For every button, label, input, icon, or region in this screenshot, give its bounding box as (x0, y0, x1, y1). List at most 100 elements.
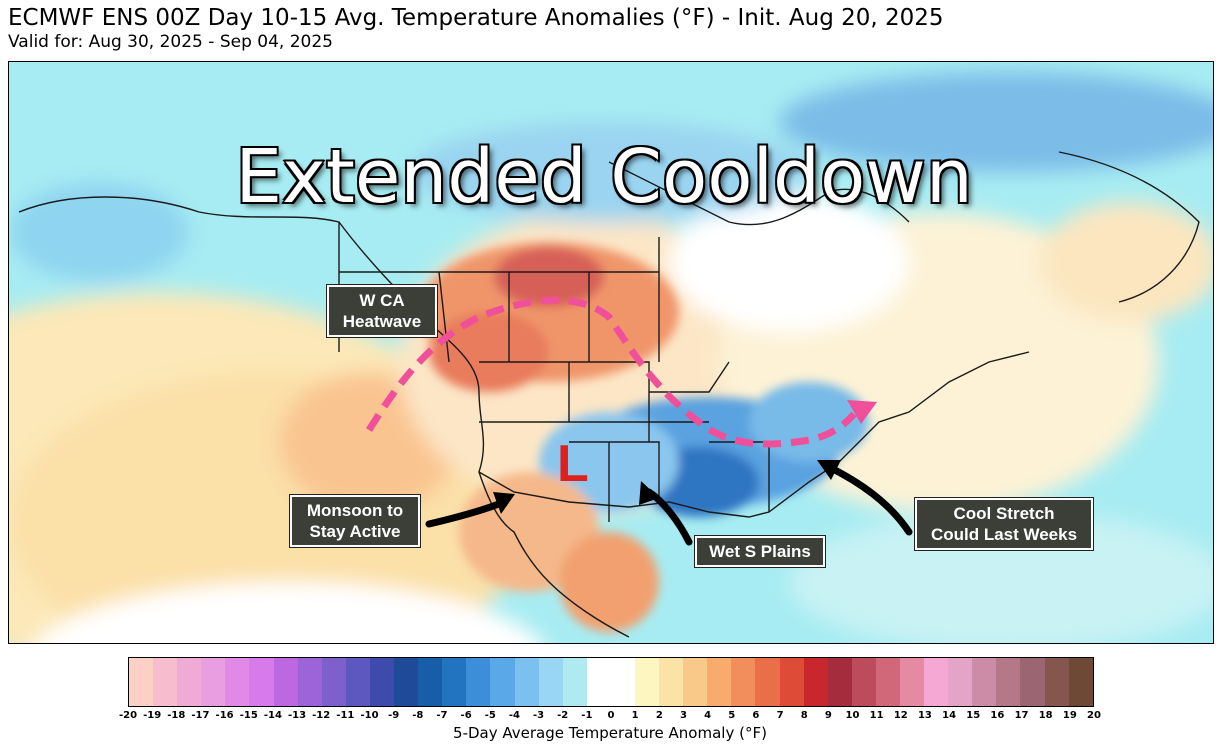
color-swatch (538, 658, 563, 706)
scale-tick-label: 20 (1087, 710, 1101, 721)
scale-tick-label: 13 (917, 710, 932, 721)
color-scale-label: 5-Day Average Temperature Anomaly (°F) (453, 724, 767, 742)
scale-tick-label: 8 (800, 710, 808, 721)
scale-tick-label: 1 (631, 710, 639, 721)
scale-tick-label: 14 (942, 710, 957, 721)
scale-tick-label: -9 (388, 710, 400, 721)
color-swatch (1020, 658, 1045, 706)
scale-tick-label: -17 (191, 710, 210, 721)
color-swatch (779, 658, 804, 706)
color-scale-bar (128, 657, 1094, 707)
color-swatch (418, 658, 443, 706)
scale-tick-label: 7 (776, 710, 784, 721)
scale-tick-label: -13 (288, 710, 307, 721)
color-swatch (249, 658, 274, 706)
color-swatch (177, 658, 202, 706)
scale-tick-label: -5 (484, 710, 496, 721)
color-swatch (153, 658, 178, 706)
chart-title: ECMWF ENS 00Z Day 10-15 Avg. Temperature… (8, 5, 944, 31)
valid-period: Valid for: Aug 30, 2025 - Sep 04, 2025 (8, 32, 333, 52)
callout-monsoon: Monsoon to Stay Active (289, 494, 421, 548)
low-pressure-marker: L (557, 435, 589, 493)
callout-wet-s-plains: Wet S Plains (694, 535, 826, 568)
scale-tick-label: 5 (728, 710, 736, 721)
color-swatch (345, 658, 370, 706)
color-swatch (1044, 658, 1069, 706)
scale-tick-label: 16 (990, 710, 1005, 721)
color-swatch (369, 658, 395, 706)
scale-tick-label: -15 (239, 710, 258, 721)
scale-tick-label: -14 (263, 710, 282, 721)
scale-tick-label: 12 (893, 710, 908, 721)
color-swatch (731, 658, 756, 706)
color-swatch (996, 658, 1021, 706)
scale-tick-label: -8 (412, 710, 424, 721)
color-swatch (321, 658, 346, 706)
color-swatch (129, 658, 154, 706)
trough-arrowhead (847, 400, 877, 424)
color-swatch (924, 658, 949, 706)
scale-tick-label: -4 (508, 710, 520, 721)
color-swatch (948, 658, 973, 706)
callout-w-ca-heatwave: W CA Heatwave (326, 284, 438, 338)
color-swatch (900, 658, 925, 706)
scale-tick-label: 9 (824, 710, 832, 721)
color-swatch (490, 658, 515, 706)
color-swatch (707, 658, 732, 706)
scale-tick-label: -10 (360, 710, 379, 721)
trough-line (366, 296, 857, 448)
color-swatch (586, 658, 611, 706)
scale-tick-label: -2 (557, 710, 569, 721)
color-swatch (610, 658, 635, 706)
scale-tick-label: 4 (704, 710, 712, 721)
scale-tick-label: 18 (1038, 710, 1053, 721)
arrow-head-cool-stretch (817, 460, 841, 480)
scale-tick-label: -18 (167, 710, 186, 721)
color-swatch (442, 658, 467, 706)
color-swatch (634, 658, 660, 706)
color-swatch (1068, 658, 1093, 706)
color-swatch (851, 658, 876, 706)
color-swatch (201, 658, 226, 706)
scale-tick-label: -19 (143, 710, 162, 721)
color-swatch (827, 658, 852, 706)
scale-tick-label: 19 (1062, 710, 1077, 721)
headline-text: Extended Cooldown (234, 133, 974, 222)
scale-tick-label: -6 (460, 710, 472, 721)
color-swatch (562, 658, 587, 706)
color-swatch (803, 658, 828, 706)
color-swatch (683, 658, 708, 706)
scale-tick-label: 2 (655, 710, 663, 721)
color-swatch (394, 658, 419, 706)
scale-tick-label: -16 (215, 710, 234, 721)
anomaly-map: Extended Cooldown L W CA Heatwave Monsoo… (8, 61, 1214, 644)
color-swatch (755, 658, 780, 706)
scale-tick-label: 3 (679, 710, 687, 721)
scale-tick-label: -12 (312, 710, 331, 721)
scale-tick-label: 10 (845, 710, 860, 721)
scale-tick-label: 6 (752, 710, 760, 721)
arrow-head-monsoon (493, 492, 515, 514)
color-swatch (659, 658, 684, 706)
map-graphic (9, 62, 1213, 643)
color-swatch (972, 658, 997, 706)
scale-tick-label: -11 (336, 710, 355, 721)
scale-tick-label: 0 (607, 710, 615, 721)
scale-tick-label: -3 (532, 710, 545, 721)
scale-tick-label: 11 (869, 710, 884, 721)
color-swatch (273, 658, 298, 706)
scale-tick-label: 17 (1014, 710, 1029, 721)
callout-cool-stretch: Cool Stretch Could Last Weeks (914, 497, 1094, 551)
color-swatch (875, 658, 900, 706)
scale-tick-label: -7 (436, 710, 448, 721)
scale-tick-label: -20 (118, 710, 138, 721)
scale-tick-label: -1 (581, 710, 593, 721)
color-swatch (297, 658, 322, 706)
arrow-head-wet-plains (639, 481, 659, 505)
color-swatch (225, 658, 250, 706)
scale-tick-label: 15 (966, 710, 981, 721)
coastlines (18, 151, 1200, 638)
color-swatch (466, 658, 491, 706)
color-swatch (514, 658, 539, 706)
color-scale-ticks: -20 -19 -18 -17 -16 -15 -14 -13 -12 -11 -10 -9 -8 -7-… (119, 710, 1101, 724)
